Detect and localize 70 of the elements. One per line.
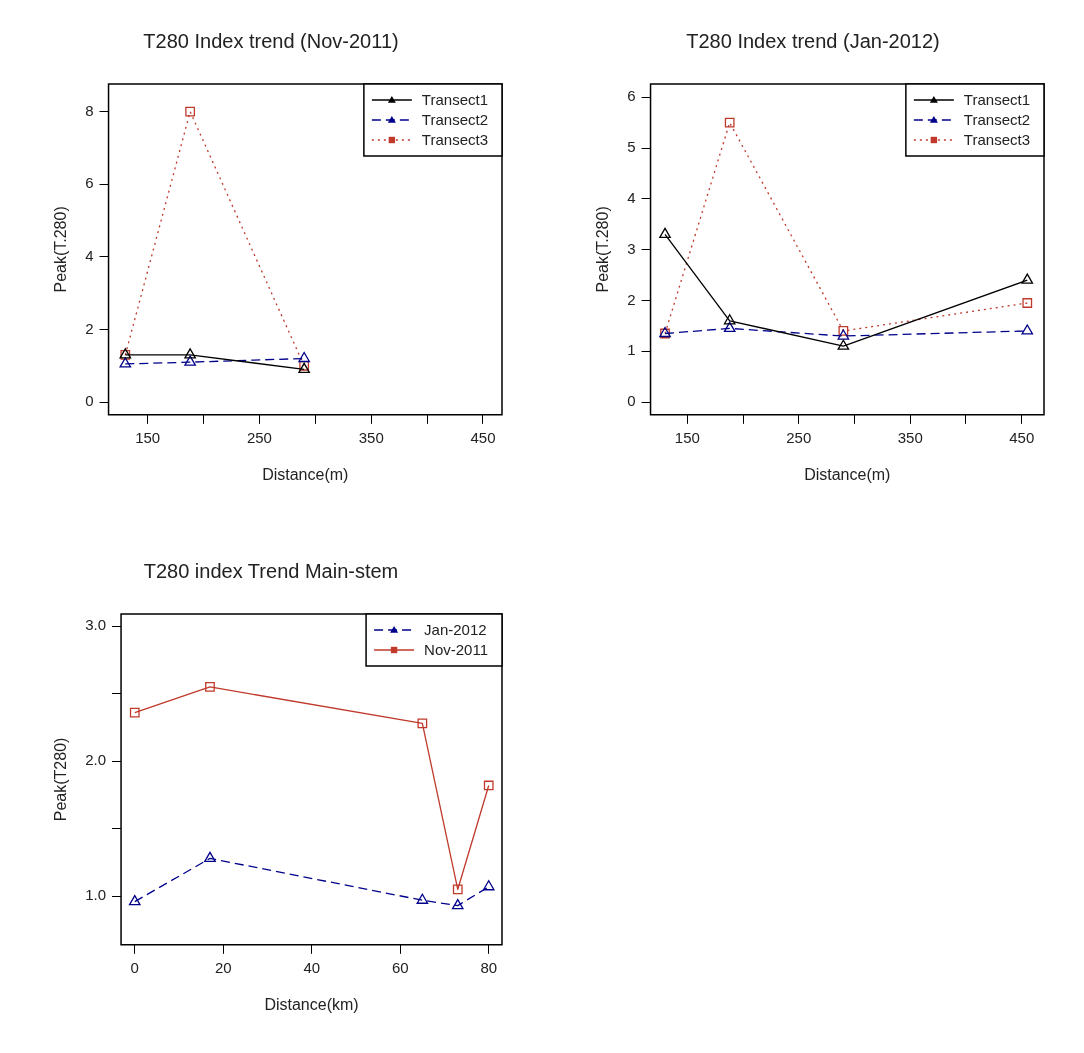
y-tick-label: 2.0	[85, 751, 107, 769]
x-axis-title: Distance(m)	[262, 465, 349, 483]
legend-label: Jan-2012	[424, 621, 487, 639]
y-tick-label: 3.0	[85, 616, 107, 634]
point	[659, 227, 671, 239]
y-axis-title: Peak(T.280)	[594, 206, 612, 293]
x-tick-label: 60	[391, 958, 409, 976]
legend-label: Transect3	[963, 131, 1030, 149]
x-tick-label: 250	[786, 428, 812, 446]
legend-label: Nov-2011	[424, 641, 489, 659]
x-tick-label: 20	[214, 958, 232, 976]
y-tick-label: 6	[85, 174, 94, 192]
x-tick-label: 150	[135, 428, 161, 446]
y-tick-label: 4	[627, 188, 636, 206]
x-tick-label: 250	[246, 428, 272, 446]
y-tick-label: 1	[627, 341, 636, 359]
point	[298, 351, 310, 363]
point	[451, 898, 464, 910]
point	[128, 894, 141, 906]
y-tick-label: 1.0	[85, 886, 107, 904]
chart-title: T280 Index trend (Jan-2012)	[686, 29, 940, 52]
y-tick-label: 6	[627, 87, 636, 105]
point	[119, 357, 132, 368]
legend-label: Transect1	[963, 91, 1030, 109]
point	[837, 329, 850, 340]
point	[129, 707, 140, 718]
x-tick-label: 40	[303, 958, 321, 976]
legend-label: Transect3	[421, 131, 488, 149]
point	[482, 880, 495, 891]
point	[1021, 324, 1034, 335]
x-tick-label: 350	[897, 428, 923, 446]
y-tick-label: 8	[85, 101, 94, 119]
point	[483, 780, 494, 791]
x-axis-title: Distance(km)	[264, 995, 359, 1013]
legend-label: Transect1	[421, 91, 488, 109]
x-tick-label: 350	[358, 428, 384, 446]
x-tick-label: 150	[674, 428, 700, 446]
y-tick-label: 2	[85, 319, 94, 337]
y-tick-label: 5	[627, 138, 636, 156]
x-tick-label: 80	[480, 958, 498, 976]
legend-label: Transect2	[963, 111, 1030, 129]
legend-label: Transect2	[421, 111, 488, 129]
chart-title: T280 Index trend (Nov-2011)	[143, 29, 399, 52]
x-axis-title: Distance(m)	[804, 465, 891, 483]
y-axis-title: Peak(T.280)	[52, 206, 70, 293]
point	[723, 314, 736, 325]
point	[205, 682, 215, 692]
y-tick-label: 3	[627, 239, 636, 257]
y-axis-title: Peak(T280)	[52, 737, 70, 822]
point	[184, 355, 196, 366]
point	[724, 117, 735, 128]
point	[184, 348, 196, 359]
y-tick-label: 4	[85, 246, 94, 264]
point	[837, 339, 850, 350]
y-tick-label: 2	[627, 290, 636, 308]
point	[723, 321, 736, 333]
point	[838, 326, 849, 336]
chart-title: T280 index Trend Main-stem	[143, 559, 399, 582]
x-tick-label: 450	[470, 428, 496, 446]
point	[204, 851, 216, 863]
point	[417, 718, 428, 729]
point	[416, 893, 429, 904]
point	[185, 106, 196, 117]
x-tick-label: 0	[130, 958, 139, 976]
y-tick-label: 0	[85, 392, 94, 410]
y-tick-label: 0	[627, 392, 636, 410]
point	[1022, 298, 1033, 308]
point	[1021, 273, 1034, 284]
point	[452, 884, 463, 895]
x-tick-label: 450	[1009, 428, 1035, 446]
